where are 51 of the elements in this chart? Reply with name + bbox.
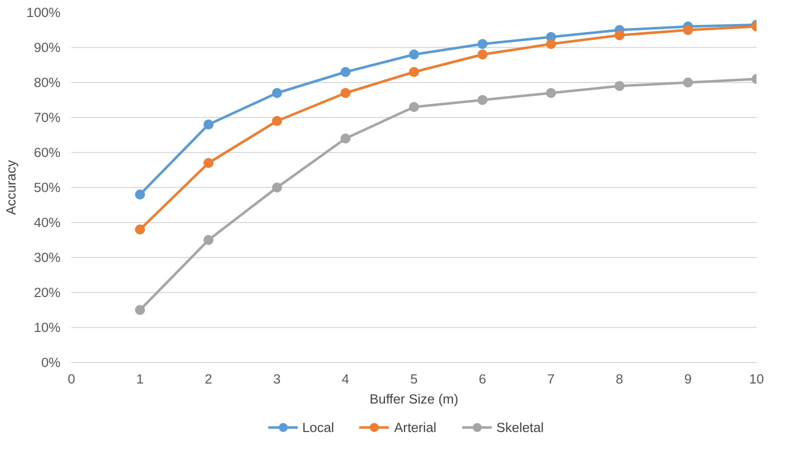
point (683, 78, 693, 88)
point (204, 158, 214, 168)
point (135, 224, 145, 234)
point (478, 39, 488, 49)
point (272, 116, 282, 126)
point (546, 88, 556, 98)
y-tick-label: 50% (34, 180, 61, 195)
point (683, 25, 693, 35)
y-tick-label: 30% (34, 250, 61, 265)
x-tick-label: 2 (204, 372, 212, 386)
point (272, 88, 282, 98)
x-tick-label: 4 (342, 372, 350, 386)
point (614, 30, 624, 40)
point (272, 182, 282, 192)
point (135, 190, 145, 200)
y-tick-label: 80% (34, 75, 61, 90)
point (409, 67, 419, 77)
y-tick-label: 20% (34, 285, 61, 300)
point (340, 88, 350, 98)
point (546, 39, 556, 49)
point (614, 81, 624, 91)
y-tick-label: 40% (34, 215, 61, 230)
legend-label: Skeletal (496, 420, 544, 434)
y-tick-label: 90% (34, 40, 61, 55)
point (340, 67, 350, 77)
y-tick-label: 100% (26, 5, 61, 20)
x-axis-title: Buffer Size (m) (370, 392, 458, 406)
x-tick-label: 3 (273, 372, 281, 386)
legend-label: Local (302, 420, 334, 434)
x-tick-label: 5 (410, 372, 418, 386)
y-axis-title: Accuracy (3, 160, 18, 215)
y-tick-label: 70% (34, 110, 61, 125)
x-tick-label: 7 (547, 372, 555, 386)
point (478, 50, 488, 60)
x-tick-label: 9 (684, 372, 692, 386)
y-tick-label: 0% (41, 355, 61, 370)
point (204, 120, 214, 130)
point (340, 134, 350, 144)
x-tick-label: 0 (68, 372, 76, 386)
legend-label: Arterial (394, 420, 436, 434)
point (478, 95, 488, 105)
x-tick-label: 1 (136, 372, 144, 386)
point (409, 102, 419, 112)
x-tick-label: 10 (749, 372, 764, 386)
point (204, 235, 214, 245)
y-tick-label: 10% (34, 320, 61, 335)
point (409, 50, 419, 60)
x-tick-label: 6 (478, 372, 486, 386)
point (135, 305, 145, 315)
x-tick-label: 8 (616, 372, 624, 386)
y-tick-label: 60% (34, 145, 61, 160)
